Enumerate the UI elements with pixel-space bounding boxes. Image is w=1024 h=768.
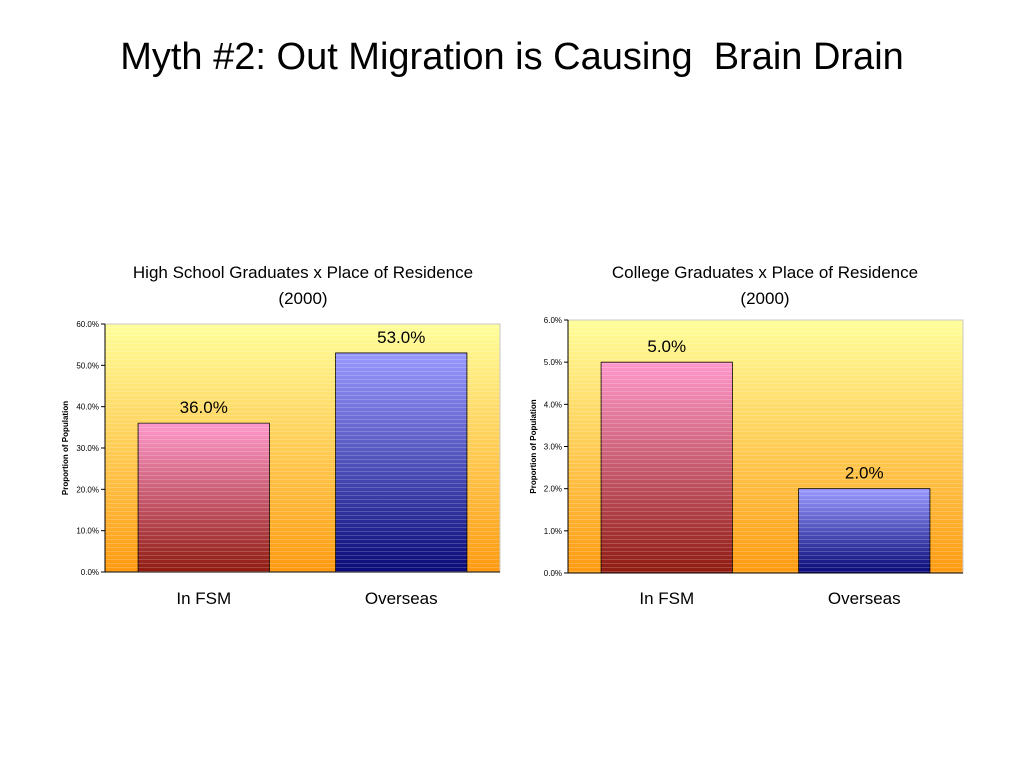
chart1-bar-in-fsm-texture	[138, 423, 270, 572]
chart1-ytick-label: 10.0%	[76, 527, 99, 536]
chart1-ytick-label: 60.0%	[76, 320, 99, 329]
chart1-title-line-2: (2000)	[278, 289, 327, 308]
chart2-data-label-overseas: 2.0%	[845, 464, 884, 483]
chart2-category-label-in-fsm: In FSM	[639, 589, 694, 608]
chart1-bar-overseas-texture	[335, 352, 467, 572]
chart1-category-label-in-fsm: In FSM	[176, 589, 231, 608]
chart2-ytick-label: 0.0%	[544, 569, 562, 578]
chart1-ytick-label: 40.0%	[76, 403, 99, 412]
chart1-category-label-overseas: Overseas	[365, 589, 438, 608]
chart2-ytick-label: 3.0%	[544, 443, 562, 452]
chart1-ytick-label: 30.0%	[76, 444, 99, 453]
slide-title: Myth #2: Out Migration is Causing Brain …	[120, 36, 904, 78]
chart2-ytick-label: 6.0%	[544, 316, 562, 325]
chart2-bar-overseas-texture	[798, 488, 930, 573]
chart2-y-axis-title: Proportion of Population	[529, 399, 538, 493]
chart1-y-axis-title: Proportion of Population	[61, 401, 70, 495]
chart2-ytick-label: 5.0%	[544, 358, 562, 367]
chart2-ytick-label: 1.0%	[544, 527, 562, 536]
chart1-data-label-overseas: 53.0%	[377, 328, 425, 347]
chart2-title-line-2: (2000)	[740, 289, 789, 308]
chart1-ytick-label: 20.0%	[76, 485, 99, 494]
chart2-title-line-1: College Graduates x Place of Residence	[612, 263, 918, 282]
chart2-ytick-label: 2.0%	[544, 485, 562, 494]
chart1-title-line-1: High School Graduates x Place of Residen…	[133, 263, 473, 282]
chart1-ytick-label: 0.0%	[81, 568, 99, 577]
chart2-category-label-overseas: Overseas	[828, 589, 901, 608]
chart2-data-label-in-fsm: 5.0%	[647, 337, 686, 356]
chart2-bar-in-fsm-texture	[601, 362, 733, 573]
chart2-ytick-label: 4.0%	[544, 400, 562, 409]
chart1-data-label-in-fsm: 36.0%	[180, 398, 228, 417]
chart1-ytick-label: 50.0%	[76, 361, 99, 370]
